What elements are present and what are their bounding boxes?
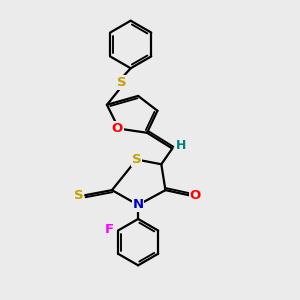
Text: S: S xyxy=(117,76,127,89)
Text: H: H xyxy=(176,139,186,152)
Text: N: N xyxy=(133,199,144,212)
Text: O: O xyxy=(112,122,123,135)
Text: O: O xyxy=(190,189,201,202)
Text: F: F xyxy=(105,223,114,236)
Text: S: S xyxy=(132,153,141,166)
Text: S: S xyxy=(74,189,83,202)
